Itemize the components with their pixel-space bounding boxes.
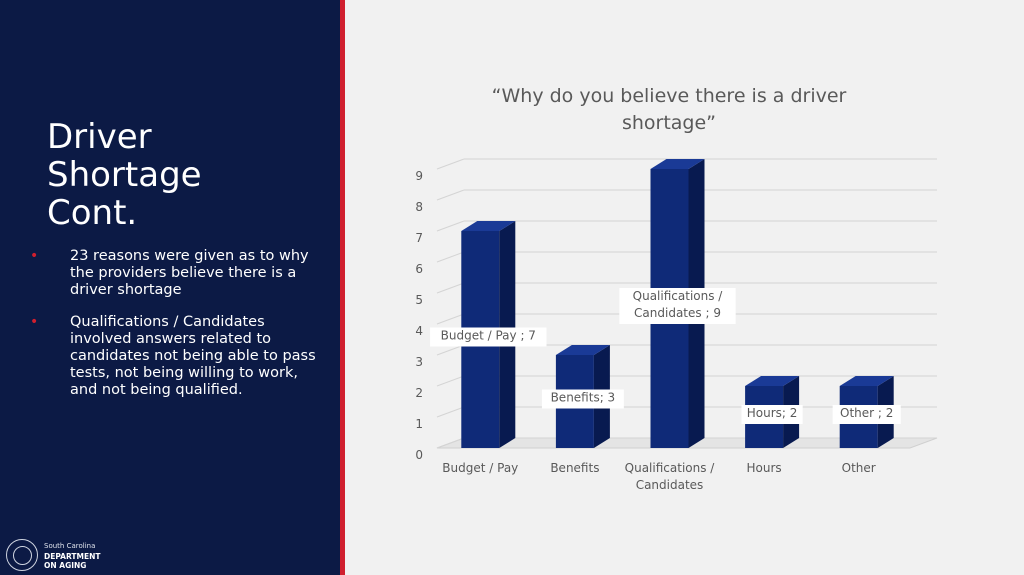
y-tick-label: 5 [415,293,423,307]
left-panel: Driver Shortage Cont. • 23 reasons were … [0,0,340,575]
data-label-bg [430,327,547,347]
x-category-label: Candidates [636,478,704,492]
data-label-bg [619,288,736,324]
bullet-list: • 23 reasons were given as to why the pr… [30,248,320,414]
bullet-text: 23 reasons were given as to why the prov… [70,248,309,298]
y-tick-label: 6 [415,262,423,276]
bullet-dot-icon: • [30,248,39,264]
gridline-side [436,158,465,170]
gridline-side [436,406,465,418]
chart-title: “Why do you believe there is a driver [492,85,847,107]
data-label-bg [832,405,901,424]
department-logo: South Carolina DEPARTMENT ON AGING [6,539,126,573]
chart-title: shortage” [622,112,716,134]
gridline-side [436,251,465,263]
bar-top [650,159,705,169]
y-tick-label: 2 [415,386,423,400]
bullet-item: • 23 reasons were given as to why the pr… [30,248,320,299]
y-tick-label: 7 [415,231,423,245]
bullet-item: • Qualifications / Candidates involved a… [30,314,320,399]
bar-top [555,345,610,355]
x-category-label: Other [842,461,876,475]
x-category-label: Benefits [550,461,599,475]
gridline-side [436,220,465,232]
bar-top [745,376,800,386]
slide-title: Driver Shortage Cont. [47,117,202,233]
gridline-side [436,375,465,387]
bar-chart: “Why do you believe there is a driver sho… [415,85,938,492]
gridline-side [436,189,465,201]
data-label: Budget / Pay ; 7 [441,329,536,343]
gridline-side [436,282,465,294]
bullet-dot-icon: • [30,314,39,330]
y-tick-label: 3 [415,355,423,369]
data-label: Other ; 2 [840,406,893,420]
data-label: Candidates ; 9 [634,306,721,320]
x-category-label: Budget / Pay [442,461,518,475]
logo-org-name: DEPARTMENT ON AGING [44,552,101,570]
data-label: Qualifications / [633,289,724,303]
bar-top [461,221,516,231]
y-tick-label: 4 [415,324,423,338]
gridline-side [436,437,465,449]
y-tick-label: 9 [415,169,423,183]
data-label: Benefits; 3 [551,391,616,405]
y-tick-label: 8 [415,200,423,214]
y-tick-label: 1 [415,417,423,431]
x-category-label: Hours [747,461,782,475]
data-label-bg [741,405,803,424]
x-category-label: Qualifications / [625,461,716,475]
data-label-bg [541,389,624,409]
y-tick-label: 0 [415,448,423,462]
accent-stripe [340,0,345,575]
chart-panel: “Why do you believe there is a driver sho… [345,0,1024,575]
data-label: Hours; 2 [747,406,798,420]
bar-top [839,376,894,386]
gridline-side [436,313,465,325]
bullet-text: Qualifications / Candidates involved ans… [70,314,316,398]
state-seal-icon [6,539,38,571]
logo-org-small: South Carolina [44,542,96,550]
gridline-side [436,344,465,356]
